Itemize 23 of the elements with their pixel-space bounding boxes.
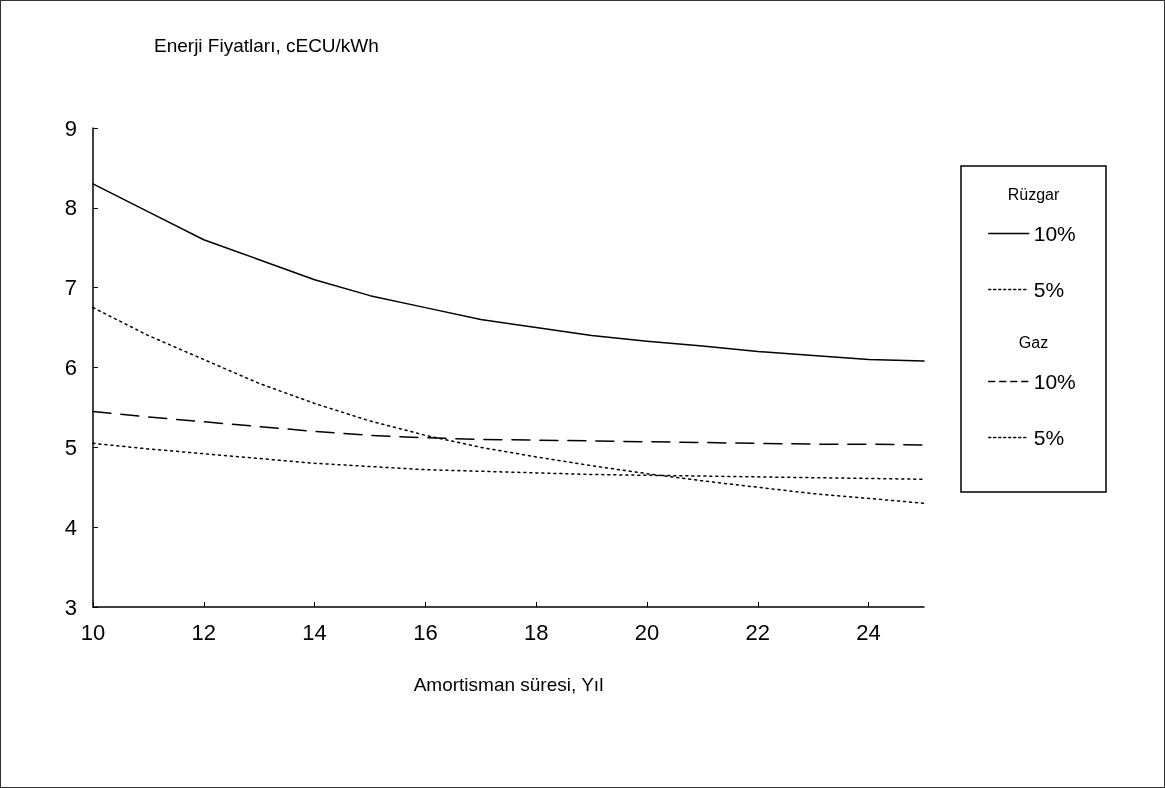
legend-label: 10%	[1033, 222, 1076, 245]
y-tick-label: 7	[64, 275, 77, 301]
chart-title: Enerji Fiyatları, cECU/kWh	[154, 35, 379, 56]
y-tick-label: 3	[64, 594, 77, 620]
x-tick-label: 18	[523, 619, 549, 645]
x-tick-label: 10	[80, 619, 106, 645]
y-tick-label: 4	[64, 514, 77, 540]
legend-label: 10%	[1033, 370, 1076, 393]
x-tick-label: 22	[745, 619, 771, 645]
y-tick-label: 9	[64, 115, 77, 141]
y-tick-label: 6	[64, 355, 77, 380]
legend-label: 5%	[1033, 426, 1065, 449]
x-axis-title: Amortisman süresi, Yıl	[413, 674, 604, 695]
y-tick-label: 5	[64, 434, 77, 460]
x-tick-label: 16	[413, 619, 438, 645]
x-tick-label: 12	[191, 619, 217, 645]
legend-label: 5%	[1033, 278, 1065, 301]
y-tick-label: 8	[64, 195, 77, 221]
x-tick-label: 20	[634, 619, 660, 645]
x-tick-label: 14	[302, 619, 327, 645]
text: Rüzgar	[1007, 185, 1060, 203]
x-tick-label: 24	[856, 619, 881, 645]
text: Gaz	[1018, 333, 1049, 351]
